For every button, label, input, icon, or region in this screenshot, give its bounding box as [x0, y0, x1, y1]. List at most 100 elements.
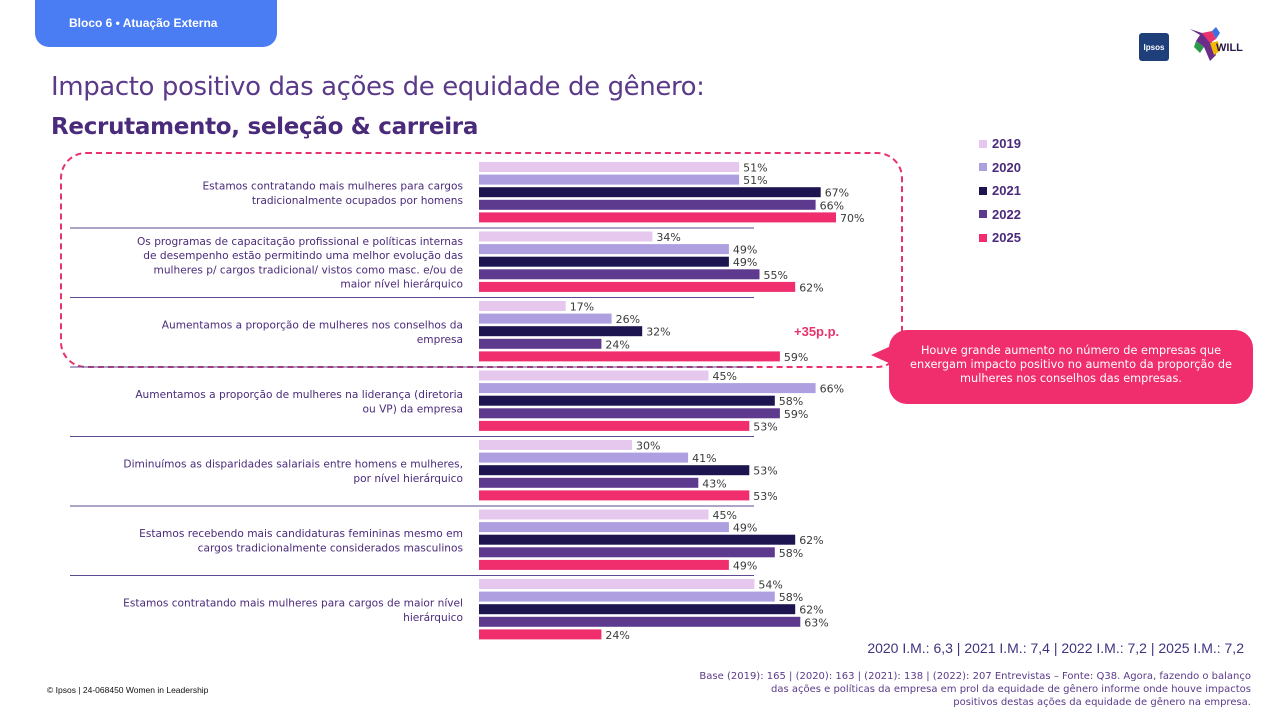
- data-label-2025: 62%: [799, 281, 823, 294]
- category-label: mulheres p/ cargos tradicional/ vistos c…: [154, 264, 464, 276]
- category-label: Estamos contratando mais mulheres para c…: [123, 598, 463, 610]
- data-label-2020: 51%: [743, 174, 767, 187]
- bar-2025: [479, 212, 836, 223]
- bar-2021: [479, 395, 775, 406]
- data-label-2019: 45%: [713, 370, 737, 383]
- footer-base-line: Base (2019): 165 | (2020): 163 | (2021):…: [699, 671, 1251, 682]
- data-label-2019: 45%: [713, 509, 737, 522]
- will-logo-icon: [1190, 27, 1220, 61]
- bar-2020: [479, 313, 612, 324]
- footer-base-note: Base (2019): 165 | (2020): 163 | (2021):…: [651, 670, 1251, 709]
- data-label-2022: 63%: [804, 616, 828, 629]
- data-label-2020: 41%: [692, 452, 716, 465]
- bar-2019: [479, 440, 632, 450]
- data-label-2022: 59%: [784, 408, 808, 421]
- data-label-2022: 43%: [702, 477, 726, 490]
- bar-2021: [479, 256, 729, 267]
- legend-swatch-2021: [979, 186, 987, 195]
- legend-item-2022: 2022: [979, 203, 1021, 227]
- ipsos-logo: Ipsos: [1139, 33, 1169, 61]
- category-label: ou VP) da empresa: [363, 403, 464, 415]
- data-label-2019: 51%: [743, 162, 767, 175]
- bar-2020: [479, 522, 729, 533]
- category-label: Estamos contratando mais mulheres para c…: [202, 181, 463, 193]
- legend-label-2021: 2021: [992, 183, 1021, 199]
- data-label-2021: 62%: [799, 604, 823, 617]
- bar-2021: [479, 187, 821, 198]
- bar-2022: [479, 477, 699, 488]
- im-summary: 2020 I.M.: 6,3 | 2021 I.M.: 7,4 | 2022 I…: [867, 640, 1244, 656]
- category-label: hierárquico: [403, 612, 463, 624]
- legend-swatch-2022: [979, 210, 987, 219]
- data-label-2021: 53%: [753, 465, 777, 478]
- data-label-2019: 30%: [636, 440, 660, 453]
- data-label-2025: 59%: [784, 351, 808, 364]
- page-title: Impacto positivo das ações de equidade d…: [51, 72, 705, 102]
- bar-2021: [479, 465, 750, 476]
- legend-swatch-2020: [979, 163, 987, 172]
- bar-2020: [479, 591, 775, 602]
- category-label: de desempenho estão permitindo uma melho…: [143, 250, 463, 262]
- footer-base-line: positivos destas ações da equidade de gê…: [953, 697, 1251, 708]
- bar-2022: [479, 199, 816, 210]
- data-label-2019: 17%: [570, 301, 594, 314]
- bar-2022: [479, 408, 780, 419]
- bar-2025: [479, 281, 796, 292]
- category-label: tradicionalmente ocupados por homens: [252, 195, 463, 207]
- data-label-2020: 58%: [779, 591, 803, 604]
- data-label-2022: 66%: [820, 199, 844, 212]
- bar-2019: [479, 579, 755, 589]
- bar-2025: [479, 629, 602, 640]
- chart-legend: 2019 2020 2021 2022 2025: [979, 132, 1021, 250]
- legend-label-2019: 2019: [992, 136, 1021, 152]
- data-label-2025: 70%: [840, 212, 864, 225]
- bar-2019: [479, 231, 653, 242]
- bar-2021: [479, 534, 796, 545]
- legend-item-2021: 2021: [979, 179, 1021, 203]
- category-label: maior nível hierárquico: [340, 279, 463, 291]
- data-label-2022: 58%: [779, 547, 803, 560]
- data-label-2021: 67%: [825, 187, 849, 200]
- data-label-2019: 54%: [758, 579, 782, 592]
- data-label-2021: 62%: [799, 534, 823, 547]
- legend-item-2019: 2019: [979, 132, 1021, 156]
- legend-label-2022: 2022: [992, 206, 1021, 222]
- category-label: Aumentamos a proporção de mulheres na li…: [135, 389, 463, 401]
- data-label-2025: 53%: [753, 420, 777, 433]
- data-label-2021: 49%: [733, 256, 757, 269]
- data-label-2020: 66%: [820, 383, 844, 396]
- data-label-2022: 55%: [764, 269, 788, 282]
- category-label: Aumentamos a proporção de mulheres nos c…: [162, 320, 463, 332]
- footer-base-line: das ações e políticas da empresa em prol…: [770, 684, 1251, 695]
- callout-tail: [871, 346, 891, 364]
- bar-2019: [479, 162, 740, 172]
- bar-2020: [479, 452, 689, 463]
- legend-label-2025: 2025: [992, 230, 1021, 246]
- bar-2019: [479, 509, 709, 520]
- data-label-2022: 24%: [605, 338, 629, 351]
- section-tab: Bloco 6 • Atuação Externa: [35, 0, 277, 47]
- page-subtitle: Recrutamento, seleção & carreira: [51, 114, 479, 140]
- bar-2021: [479, 326, 643, 337]
- category-label: Diminuímos as disparidades salariais ent…: [123, 459, 463, 471]
- data-label-2025: 53%: [753, 490, 777, 503]
- bar-2022: [479, 338, 602, 349]
- bar-2025: [479, 559, 729, 570]
- data-label-2025: 24%: [605, 629, 629, 642]
- legend-swatch-2019: [979, 139, 987, 148]
- category-label: Os programas de capacitação profissional…: [137, 236, 463, 248]
- legend-swatch-2025: [979, 233, 987, 242]
- bar-2021: [479, 604, 796, 615]
- category-label: Estamos recebendo mais candidaturas femi…: [139, 528, 463, 540]
- will-logo-text: WILL: [1216, 42, 1243, 54]
- bar-2020: [479, 244, 729, 255]
- annotation-label: +35p.p.: [794, 324, 839, 339]
- data-label-2020: 49%: [733, 244, 757, 257]
- data-label-2020: 49%: [733, 522, 757, 535]
- bar-2025: [479, 420, 750, 431]
- category-label: por nível hierárquico: [353, 473, 463, 485]
- bar-2022: [479, 616, 801, 627]
- callout-bubble: Houve grande aumento no número de empres…: [889, 330, 1253, 404]
- footer-copyright: © Ipsos | 24-068450 Women in Leadership: [47, 685, 209, 695]
